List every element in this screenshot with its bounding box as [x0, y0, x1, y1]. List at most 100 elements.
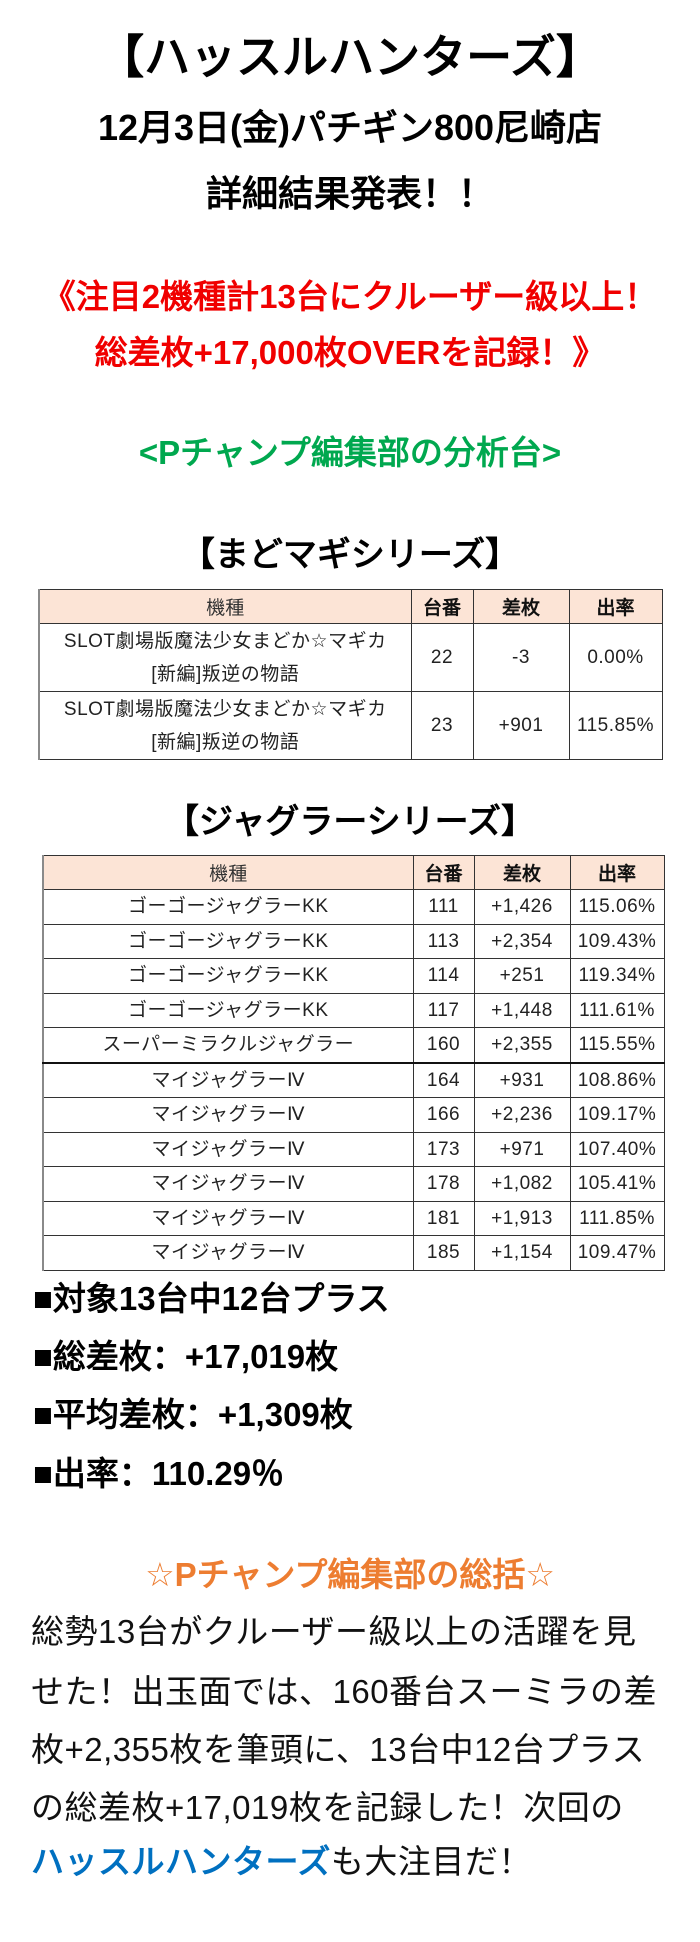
model-cell: SLOT劇場版魔法少女まどか☆マギカ [新編]叛逆の物語	[38, 623, 412, 692]
madomagi-heading: 【まどマギシリーズ】	[180, 536, 520, 574]
model-cell: ゴーゴージャグラーKK	[42, 923, 414, 959]
table-header-row: 機種 台番 差枚 出率	[38, 589, 663, 624]
model-cell: マイジャグラーⅣ	[42, 1235, 414, 1271]
model-name-line-2: [新編]叛逆の物語	[151, 663, 300, 685]
event-date-store: 12月3日(金)パチギン800尼崎店	[97, 107, 603, 148]
review-text-line: 総勢13台がクルーザー級以上の活躍を見	[31, 1613, 637, 1650]
model-cell: ゴーゴージャグラーKK	[42, 958, 414, 994]
rate-cell: 111.85%	[569, 1200, 665, 1236]
table-row: ゴーゴージャグラーKK 117 +1,448 111.61%	[42, 992, 665, 1028]
machine-no-cell: 114	[412, 958, 475, 994]
column-header-machine-no: 台番	[412, 855, 475, 890]
review-closing-text: も大注目だ！	[330, 1843, 532, 1880]
model-cell: マイジャグラーⅣ	[42, 1200, 414, 1236]
diff-cell: +1,913	[473, 1200, 571, 1236]
model-cell: マイジャグラーⅣ	[42, 1131, 414, 1167]
table-row: マイジャグラーⅣ 185 +1,154 109.47%	[42, 1235, 665, 1271]
machine-no-cell: 166	[412, 1097, 475, 1133]
highlight-line-1: 《注目2機種計13台にクルーザー級以上！	[42, 278, 658, 315]
model-cell: SLOT劇場版魔法少女まどか☆マギカ [新編]叛逆の物語	[38, 691, 412, 760]
result-announcement: 詳細結果発表！！	[205, 173, 494, 214]
diff-cell: +931	[473, 1062, 571, 1098]
madomagi-table: 機種 台番 差枚 出率 SLOT劇場版魔法少女まどか☆マギカ [新編]叛逆の物語…	[38, 589, 663, 760]
rate-cell: 109.17%	[569, 1097, 665, 1133]
event-title: 【ハッスルハンターズ】	[98, 31, 602, 83]
model-cell: ゴーゴージャグラーKK	[42, 992, 414, 1028]
diff-cell: +251	[473, 958, 571, 994]
column-header-diff: 差枚	[472, 589, 570, 624]
machine-no-cell: 22	[410, 623, 474, 692]
diff-cell: +1,448	[473, 992, 571, 1028]
machine-no-cell: 111	[412, 889, 475, 925]
table-row: マイジャグラーⅣ 173 +971 107.40%	[42, 1131, 665, 1167]
diff-cell: +1,082	[473, 1166, 571, 1202]
review-text-line: の総差枚+17,019枚を記録した！次回の	[31, 1789, 624, 1826]
column-header-rate: 出率	[569, 855, 665, 890]
rate-cell: 119.34%	[569, 958, 665, 994]
diff-cell: -3	[472, 623, 570, 692]
rate-cell: 115.06%	[569, 889, 665, 925]
machine-no-cell: 117	[412, 992, 475, 1028]
column-header-model: 機種	[38, 589, 412, 624]
table-row: ゴーゴージャグラーKK 114 +251 119.34%	[42, 958, 665, 994]
diff-cell: +1,426	[473, 889, 571, 925]
column-header-machine-no: 台番	[410, 589, 474, 624]
table-row: ゴーゴージャグラーKK 113 +2,354 109.43%	[42, 923, 665, 959]
machine-no-cell: 181	[412, 1200, 475, 1236]
rate-cell: 111.61%	[569, 992, 665, 1028]
highlight-line-2: 総差枚+17,000枚OVERを記録！》	[94, 334, 606, 371]
table-row: スーパーミラクルジャグラー 160 +2,355 115.55%	[42, 1027, 665, 1064]
diff-cell: +2,354	[473, 923, 571, 959]
model-cell: マイジャグラーⅣ	[42, 1166, 414, 1202]
model-name-line-1: SLOT劇場版魔法少女まどか☆マギカ	[63, 630, 387, 652]
rate-cell: 109.43%	[569, 923, 665, 959]
diff-cell: +2,236	[473, 1097, 571, 1133]
review-heading: ☆Pチャンプ編集部の総括☆	[145, 1556, 555, 1593]
diff-cell: +1,154	[473, 1235, 571, 1271]
rate-cell: 115.85%	[568, 691, 663, 760]
rate-cell: 0.00%	[568, 623, 663, 692]
rate-cell: 109.47%	[569, 1235, 665, 1271]
review-text-line: せた！出玉面では、160番台スーミラの差	[31, 1673, 658, 1710]
diff-cell: +901	[472, 691, 570, 760]
rate-cell: 115.55%	[569, 1027, 665, 1064]
table-row: マイジャグラーⅣ 181 +1,913 111.85%	[42, 1200, 665, 1236]
summary-payout-rate: ■出率：110.29％	[33, 1455, 285, 1492]
event-name-highlight: ハッスルハンターズ	[31, 1843, 331, 1880]
model-cell: マイジャグラーⅣ	[42, 1097, 414, 1133]
rate-cell: 108.86%	[569, 1062, 665, 1098]
summary-average-diff: ■平均差枚：+1,309枚	[33, 1396, 353, 1433]
review-closing-line: ハッスルハンターズも大注目だ！	[31, 1842, 532, 1882]
summary-plus-count: ■対象13台中12台プラス	[33, 1280, 390, 1317]
model-cell: スーパーミラクルジャグラー	[42, 1027, 414, 1064]
diff-cell: +971	[473, 1131, 571, 1167]
machine-no-cell: 113	[412, 923, 475, 959]
machine-no-cell: 164	[412, 1062, 475, 1098]
model-cell: ゴーゴージャグラーKK	[42, 889, 414, 925]
rate-cell: 105.41%	[569, 1166, 665, 1202]
table-row: SLOT劇場版魔法少女まどか☆マギカ [新編]叛逆の物語 23 +901 115…	[38, 691, 663, 760]
machine-no-cell: 160	[412, 1027, 475, 1064]
table-row: マイジャグラーⅣ 164 +931 108.86%	[42, 1062, 665, 1098]
model-cell: マイジャグラーⅣ	[42, 1062, 414, 1098]
column-header-model: 機種	[42, 855, 414, 890]
table-row: ゴーゴージャグラーKK 111 +1,426 115.06%	[42, 889, 665, 925]
juggler-table: 機種 台番 差枚 出率 ゴーゴージャグラーKK 111 +1,426 115.0…	[42, 855, 665, 1271]
column-header-rate: 出率	[568, 589, 663, 624]
rate-cell: 107.40%	[569, 1131, 665, 1167]
analysis-label: <Pチャンプ編集部の分析台>	[138, 434, 562, 471]
machine-no-cell: 23	[410, 691, 474, 760]
model-name-line-1: SLOT劇場版魔法少女まどか☆マギカ	[63, 698, 387, 720]
machine-no-cell: 178	[412, 1166, 475, 1202]
column-header-diff: 差枚	[473, 855, 571, 890]
table-row: SLOT劇場版魔法少女まどか☆マギカ [新編]叛逆の物語 22 -3 0.00%	[38, 623, 663, 692]
table-row: マイジャグラーⅣ 166 +2,236 109.17%	[42, 1097, 665, 1133]
model-name-line-2: [新編]叛逆の物語	[151, 731, 300, 753]
machine-no-cell: 173	[412, 1131, 475, 1167]
table-header-row: 機種 台番 差枚 出率	[42, 855, 665, 890]
juggler-heading: 【ジャグラーシリーズ】	[165, 803, 535, 841]
machine-no-cell: 185	[412, 1235, 475, 1271]
table-row: マイジャグラーⅣ 178 +1,082 105.41%	[42, 1166, 665, 1202]
diff-cell: +2,355	[473, 1027, 571, 1064]
